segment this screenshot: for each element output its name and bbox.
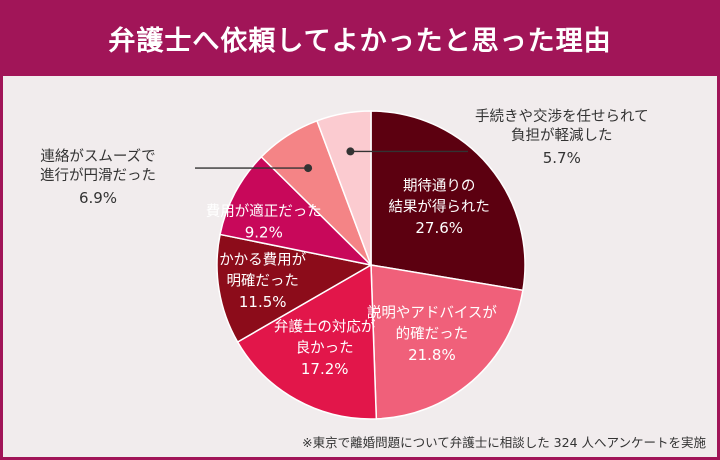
slice-label: 明確だった bbox=[226, 272, 299, 289]
slice-label: かかる費用が bbox=[219, 251, 306, 268]
slice-label: 説明やアドバイスが bbox=[367, 305, 498, 322]
slice-value: 6.9% bbox=[78, 189, 118, 207]
slice-label-smooth-progress: 連絡がスムーズで 進行が円滑だった 6.9% bbox=[40, 148, 156, 208]
slice-value: 27.6% bbox=[415, 219, 463, 237]
pie-slices bbox=[216, 110, 526, 420]
slice-label: 弁護士の対応が bbox=[274, 319, 376, 336]
slice-label: 的確だった bbox=[396, 326, 469, 343]
survey-footnote: ※東京で離婚問題について弁護士に相談した 324 人へアンケートを実施 bbox=[302, 435, 706, 450]
slice-label-burden-reduced: 手続きや交渉を任せられて 負担が軽減した 5.7% bbox=[475, 108, 649, 168]
slice-label: 期待通りの bbox=[403, 177, 476, 194]
pie-slice bbox=[236, 263, 378, 420]
pie-slice bbox=[216, 233, 374, 344]
slice-label-line-2: 負担が軽減した bbox=[511, 128, 613, 144]
slice-label: 良かった bbox=[296, 340, 354, 357]
slice-label-line-1: 手続きや交渉を任せられて bbox=[475, 109, 649, 125]
page-title: 弁護士へ依頼してよかったと思った理由 bbox=[0, 0, 720, 76]
slice-value: 21.8% bbox=[408, 346, 456, 364]
pie-slice bbox=[219, 155, 374, 267]
slice-value: 9.2% bbox=[245, 223, 283, 241]
slice-value: 5.7% bbox=[542, 149, 581, 167]
pie-slice bbox=[370, 264, 524, 420]
slice-label-line-2: 進行が円滑だった bbox=[40, 168, 156, 184]
slice-label: 結果が得られた bbox=[388, 198, 490, 215]
pie-slice bbox=[370, 110, 526, 292]
pie-slice bbox=[316, 110, 372, 266]
slice-label: 費用が適正だった bbox=[206, 202, 322, 220]
slice-label-line-1: 連絡がスムーズで bbox=[40, 149, 156, 165]
slice-value: 11.5% bbox=[239, 293, 287, 311]
slice-value: 17.2% bbox=[301, 360, 349, 378]
